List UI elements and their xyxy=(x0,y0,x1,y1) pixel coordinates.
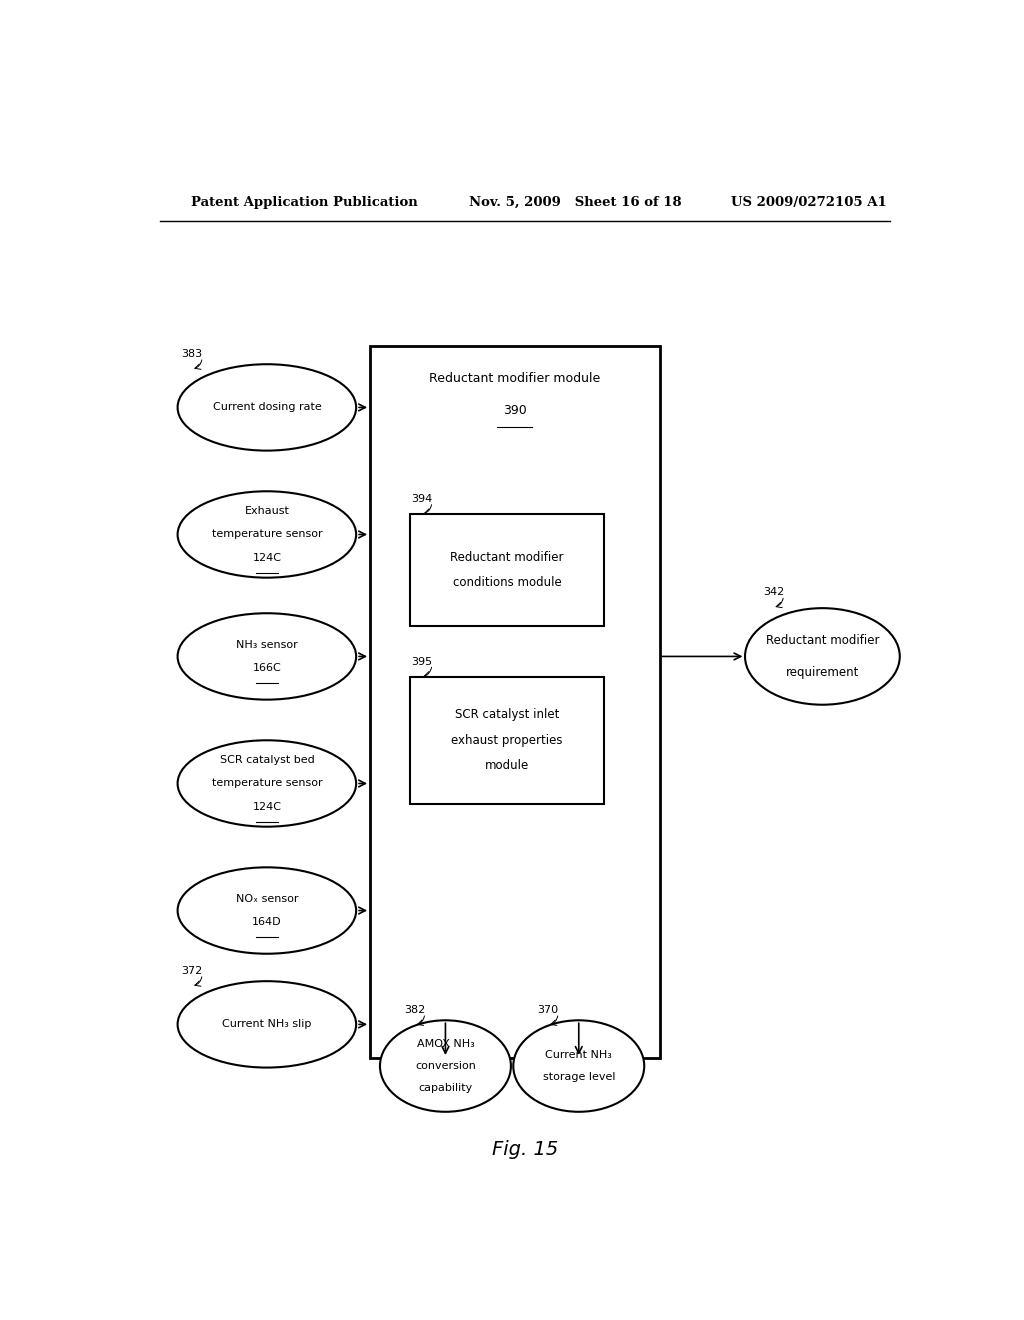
Text: NH₃ sensor: NH₃ sensor xyxy=(236,640,298,649)
Text: AMOX NH₃: AMOX NH₃ xyxy=(417,1039,474,1048)
Text: 342: 342 xyxy=(763,587,784,598)
Text: conversion: conversion xyxy=(415,1061,476,1071)
Text: temperature sensor: temperature sensor xyxy=(212,779,323,788)
Text: conditions module: conditions module xyxy=(453,577,561,589)
Ellipse shape xyxy=(177,614,356,700)
Text: 390: 390 xyxy=(503,404,526,417)
Ellipse shape xyxy=(177,364,356,450)
Text: capability: capability xyxy=(419,1084,472,1093)
Text: 164D: 164D xyxy=(252,917,282,927)
Text: temperature sensor: temperature sensor xyxy=(212,529,323,540)
Text: 395: 395 xyxy=(412,656,432,667)
Bar xyxy=(370,346,659,1057)
Text: NOₓ sensor: NOₓ sensor xyxy=(236,894,298,904)
Ellipse shape xyxy=(177,491,356,578)
Ellipse shape xyxy=(745,609,900,705)
Text: Reductant modifier: Reductant modifier xyxy=(451,550,563,564)
Text: 372: 372 xyxy=(181,966,203,975)
Text: US 2009/0272105 A1: US 2009/0272105 A1 xyxy=(731,195,887,209)
Ellipse shape xyxy=(380,1020,511,1111)
Text: Nov. 5, 2009   Sheet 16 of 18: Nov. 5, 2009 Sheet 16 of 18 xyxy=(469,195,682,209)
Text: 394: 394 xyxy=(412,494,432,504)
Ellipse shape xyxy=(177,867,356,954)
Text: 124C: 124C xyxy=(252,801,282,812)
Bar xyxy=(410,677,604,804)
Text: Current dosing rate: Current dosing rate xyxy=(213,403,322,412)
Bar xyxy=(410,513,604,626)
Text: 166C: 166C xyxy=(253,663,282,673)
Text: Fig. 15: Fig. 15 xyxy=(492,1140,558,1159)
Text: 383: 383 xyxy=(181,348,203,359)
Text: 382: 382 xyxy=(404,1006,425,1015)
Text: Patent Application Publication: Patent Application Publication xyxy=(191,195,418,209)
Ellipse shape xyxy=(177,981,356,1068)
Text: Current NH₃: Current NH₃ xyxy=(546,1049,612,1060)
Text: Current NH₃ slip: Current NH₃ slip xyxy=(222,1019,311,1030)
Ellipse shape xyxy=(177,741,356,826)
Text: storage level: storage level xyxy=(543,1072,615,1082)
Text: module: module xyxy=(484,759,529,772)
Text: Reductant modifier module: Reductant modifier module xyxy=(429,372,600,385)
Text: 370: 370 xyxy=(538,1006,559,1015)
Ellipse shape xyxy=(513,1020,644,1111)
Text: Exhaust: Exhaust xyxy=(245,506,290,516)
Text: requirement: requirement xyxy=(785,667,859,680)
Text: Reductant modifier: Reductant modifier xyxy=(766,634,880,647)
Text: SCR catalyst bed: SCR catalyst bed xyxy=(219,755,314,766)
Text: 124C: 124C xyxy=(252,553,282,562)
Text: exhaust properties: exhaust properties xyxy=(452,734,563,747)
Text: SCR catalyst inlet: SCR catalyst inlet xyxy=(455,709,559,721)
